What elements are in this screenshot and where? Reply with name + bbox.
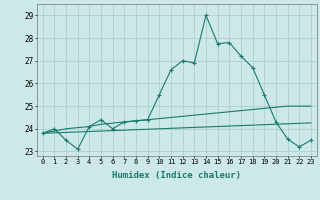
X-axis label: Humidex (Indice chaleur): Humidex (Indice chaleur): [112, 171, 241, 180]
